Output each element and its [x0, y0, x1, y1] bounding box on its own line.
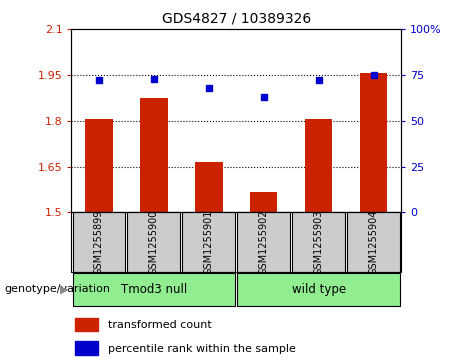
- Bar: [360, 73, 387, 212]
- Bar: [237, 212, 290, 272]
- Text: GSM1255904: GSM1255904: [369, 209, 378, 275]
- Text: transformed count: transformed count: [108, 320, 212, 330]
- Bar: [75, 342, 98, 355]
- Bar: [195, 162, 223, 212]
- Bar: [72, 212, 125, 272]
- Text: GSM1255902: GSM1255902: [259, 209, 269, 275]
- Text: wild type: wild type: [292, 283, 346, 296]
- Text: GSM1255900: GSM1255900: [149, 209, 159, 275]
- Bar: [72, 273, 235, 306]
- Bar: [128, 212, 180, 272]
- Bar: [85, 119, 112, 212]
- Text: ▶: ▶: [60, 285, 68, 294]
- Text: genotype/variation: genotype/variation: [5, 285, 111, 294]
- Title: GDS4827 / 10389326: GDS4827 / 10389326: [162, 11, 311, 25]
- Bar: [140, 98, 168, 212]
- Text: Tmod3 null: Tmod3 null: [121, 283, 187, 296]
- Text: GSM1255901: GSM1255901: [204, 209, 214, 275]
- Bar: [75, 318, 98, 331]
- Bar: [292, 212, 345, 272]
- Bar: [347, 212, 400, 272]
- Text: percentile rank within the sample: percentile rank within the sample: [108, 343, 296, 354]
- Bar: [237, 273, 400, 306]
- Text: GSM1255903: GSM1255903: [313, 209, 324, 275]
- Bar: [250, 192, 278, 212]
- Text: GSM1255899: GSM1255899: [94, 209, 104, 275]
- Bar: [305, 119, 332, 212]
- Bar: [183, 212, 235, 272]
